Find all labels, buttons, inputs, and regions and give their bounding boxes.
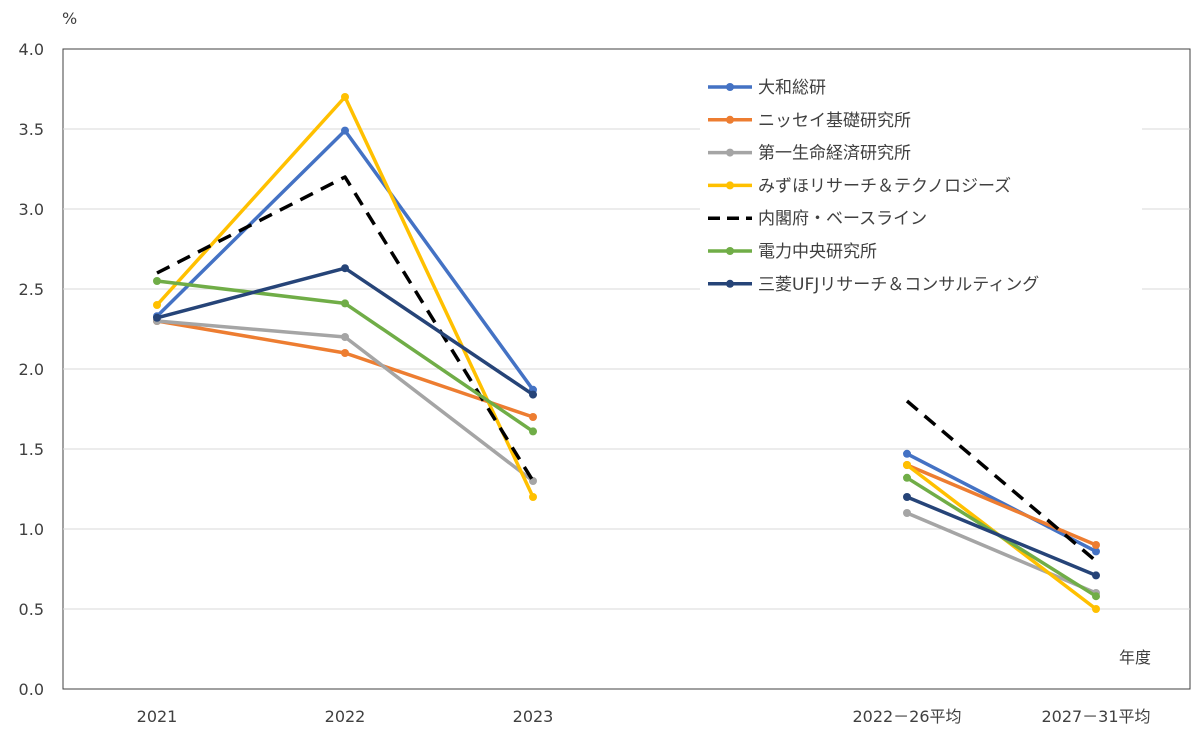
data-point xyxy=(1092,592,1100,601)
data-point xyxy=(1092,605,1100,613)
x-tick-label: 2021 xyxy=(137,707,178,726)
data-point xyxy=(903,493,911,501)
legend-label: 内閣府・ベースライン xyxy=(758,209,927,229)
legend-label: 三菱UFJリサーチ＆コンサルティング xyxy=(758,275,1039,295)
legend-label: ニッセイ基礎研究所 xyxy=(758,111,911,131)
x-tick-label: 2022－26平均 xyxy=(852,707,961,726)
data-point xyxy=(341,333,349,341)
y-unit-label: % xyxy=(62,9,77,28)
legend-marker xyxy=(726,247,734,255)
data-point xyxy=(903,473,911,482)
legend-label: みずほリサーチ＆テクノロジーズ xyxy=(758,176,1011,196)
legend-item: みずほリサーチ＆テクノロジーズ xyxy=(708,176,1011,196)
data-point xyxy=(1092,541,1100,549)
data-point xyxy=(341,299,349,308)
y-tick-label: 1.5 xyxy=(19,440,44,459)
data-point xyxy=(529,390,537,399)
legend-marker xyxy=(726,181,734,190)
data-point xyxy=(529,413,537,421)
legend-item: 第一生命経済研究所 xyxy=(708,144,911,164)
x-tick-label: 2027－31平均 xyxy=(1041,707,1150,726)
series-5 xyxy=(156,175,1098,563)
legend-background xyxy=(700,66,1142,302)
x-tick-labels: 2021 2022 2023 2022－26平均 2027－31平均 xyxy=(137,707,1151,726)
y-tick-label: 2.5 xyxy=(19,280,44,299)
data-point xyxy=(341,126,349,135)
series-line xyxy=(905,511,1098,595)
legend-item: ニッセイ基礎研究所 xyxy=(708,111,911,131)
y-tick-label: 0.5 xyxy=(19,600,44,619)
data-point xyxy=(903,509,911,517)
series-line xyxy=(156,175,535,482)
data-point xyxy=(1092,547,1100,556)
data-point xyxy=(153,301,161,309)
y-tick-labels: 0.0 0.5 1.0 1.5 2.0 2.5 3.0 3.5 4.0 xyxy=(19,40,44,699)
legend-marker xyxy=(726,83,734,91)
series-line xyxy=(905,463,1098,547)
legend-item: 大和総研 xyxy=(708,78,826,98)
legend-marker xyxy=(726,115,734,124)
legend-marker xyxy=(726,148,734,157)
series-line xyxy=(905,452,1098,554)
legend-item: 電力中央研究所 xyxy=(708,242,877,262)
data-point xyxy=(529,427,537,436)
data-point xyxy=(341,93,349,101)
data-point xyxy=(341,349,349,357)
data-point xyxy=(1092,571,1100,580)
y-tick-label: 3.0 xyxy=(19,200,44,219)
legend: 大和総研ニッセイ基礎研究所第一生命経済研究所みずほリサーチ＆テクノロジーズ内閣府… xyxy=(700,66,1142,302)
data-point xyxy=(903,461,911,469)
y-tick-label: 0.0 xyxy=(19,680,44,699)
y-tick-label: 1.0 xyxy=(19,520,44,539)
series-lines xyxy=(153,93,1100,613)
x-tick-label: 2023 xyxy=(513,707,554,726)
x-unit-label: 年度 xyxy=(1119,648,1151,667)
data-point xyxy=(903,449,911,458)
y-tick-label: 3.5 xyxy=(19,120,44,139)
data-point xyxy=(341,264,349,273)
x-tick-label: 2022 xyxy=(325,707,366,726)
series-line xyxy=(905,495,1098,578)
legend-marker xyxy=(726,279,734,288)
data-point xyxy=(153,313,161,322)
legend-label: 第一生命経済研究所 xyxy=(758,144,911,164)
data-point xyxy=(153,277,161,285)
y-tick-label: 2.0 xyxy=(19,360,44,379)
data-point xyxy=(529,493,537,501)
y-tick-label: 4.0 xyxy=(19,40,44,59)
legend-label: 大和総研 xyxy=(758,78,826,98)
legend-item: 三菱UFJリサーチ＆コンサルティング xyxy=(708,275,1039,295)
legend-item: 内閣府・ベースライン xyxy=(708,209,927,229)
series-line xyxy=(905,399,1098,563)
legend-label: 電力中央研究所 xyxy=(758,242,877,262)
series-7 xyxy=(153,264,1100,580)
